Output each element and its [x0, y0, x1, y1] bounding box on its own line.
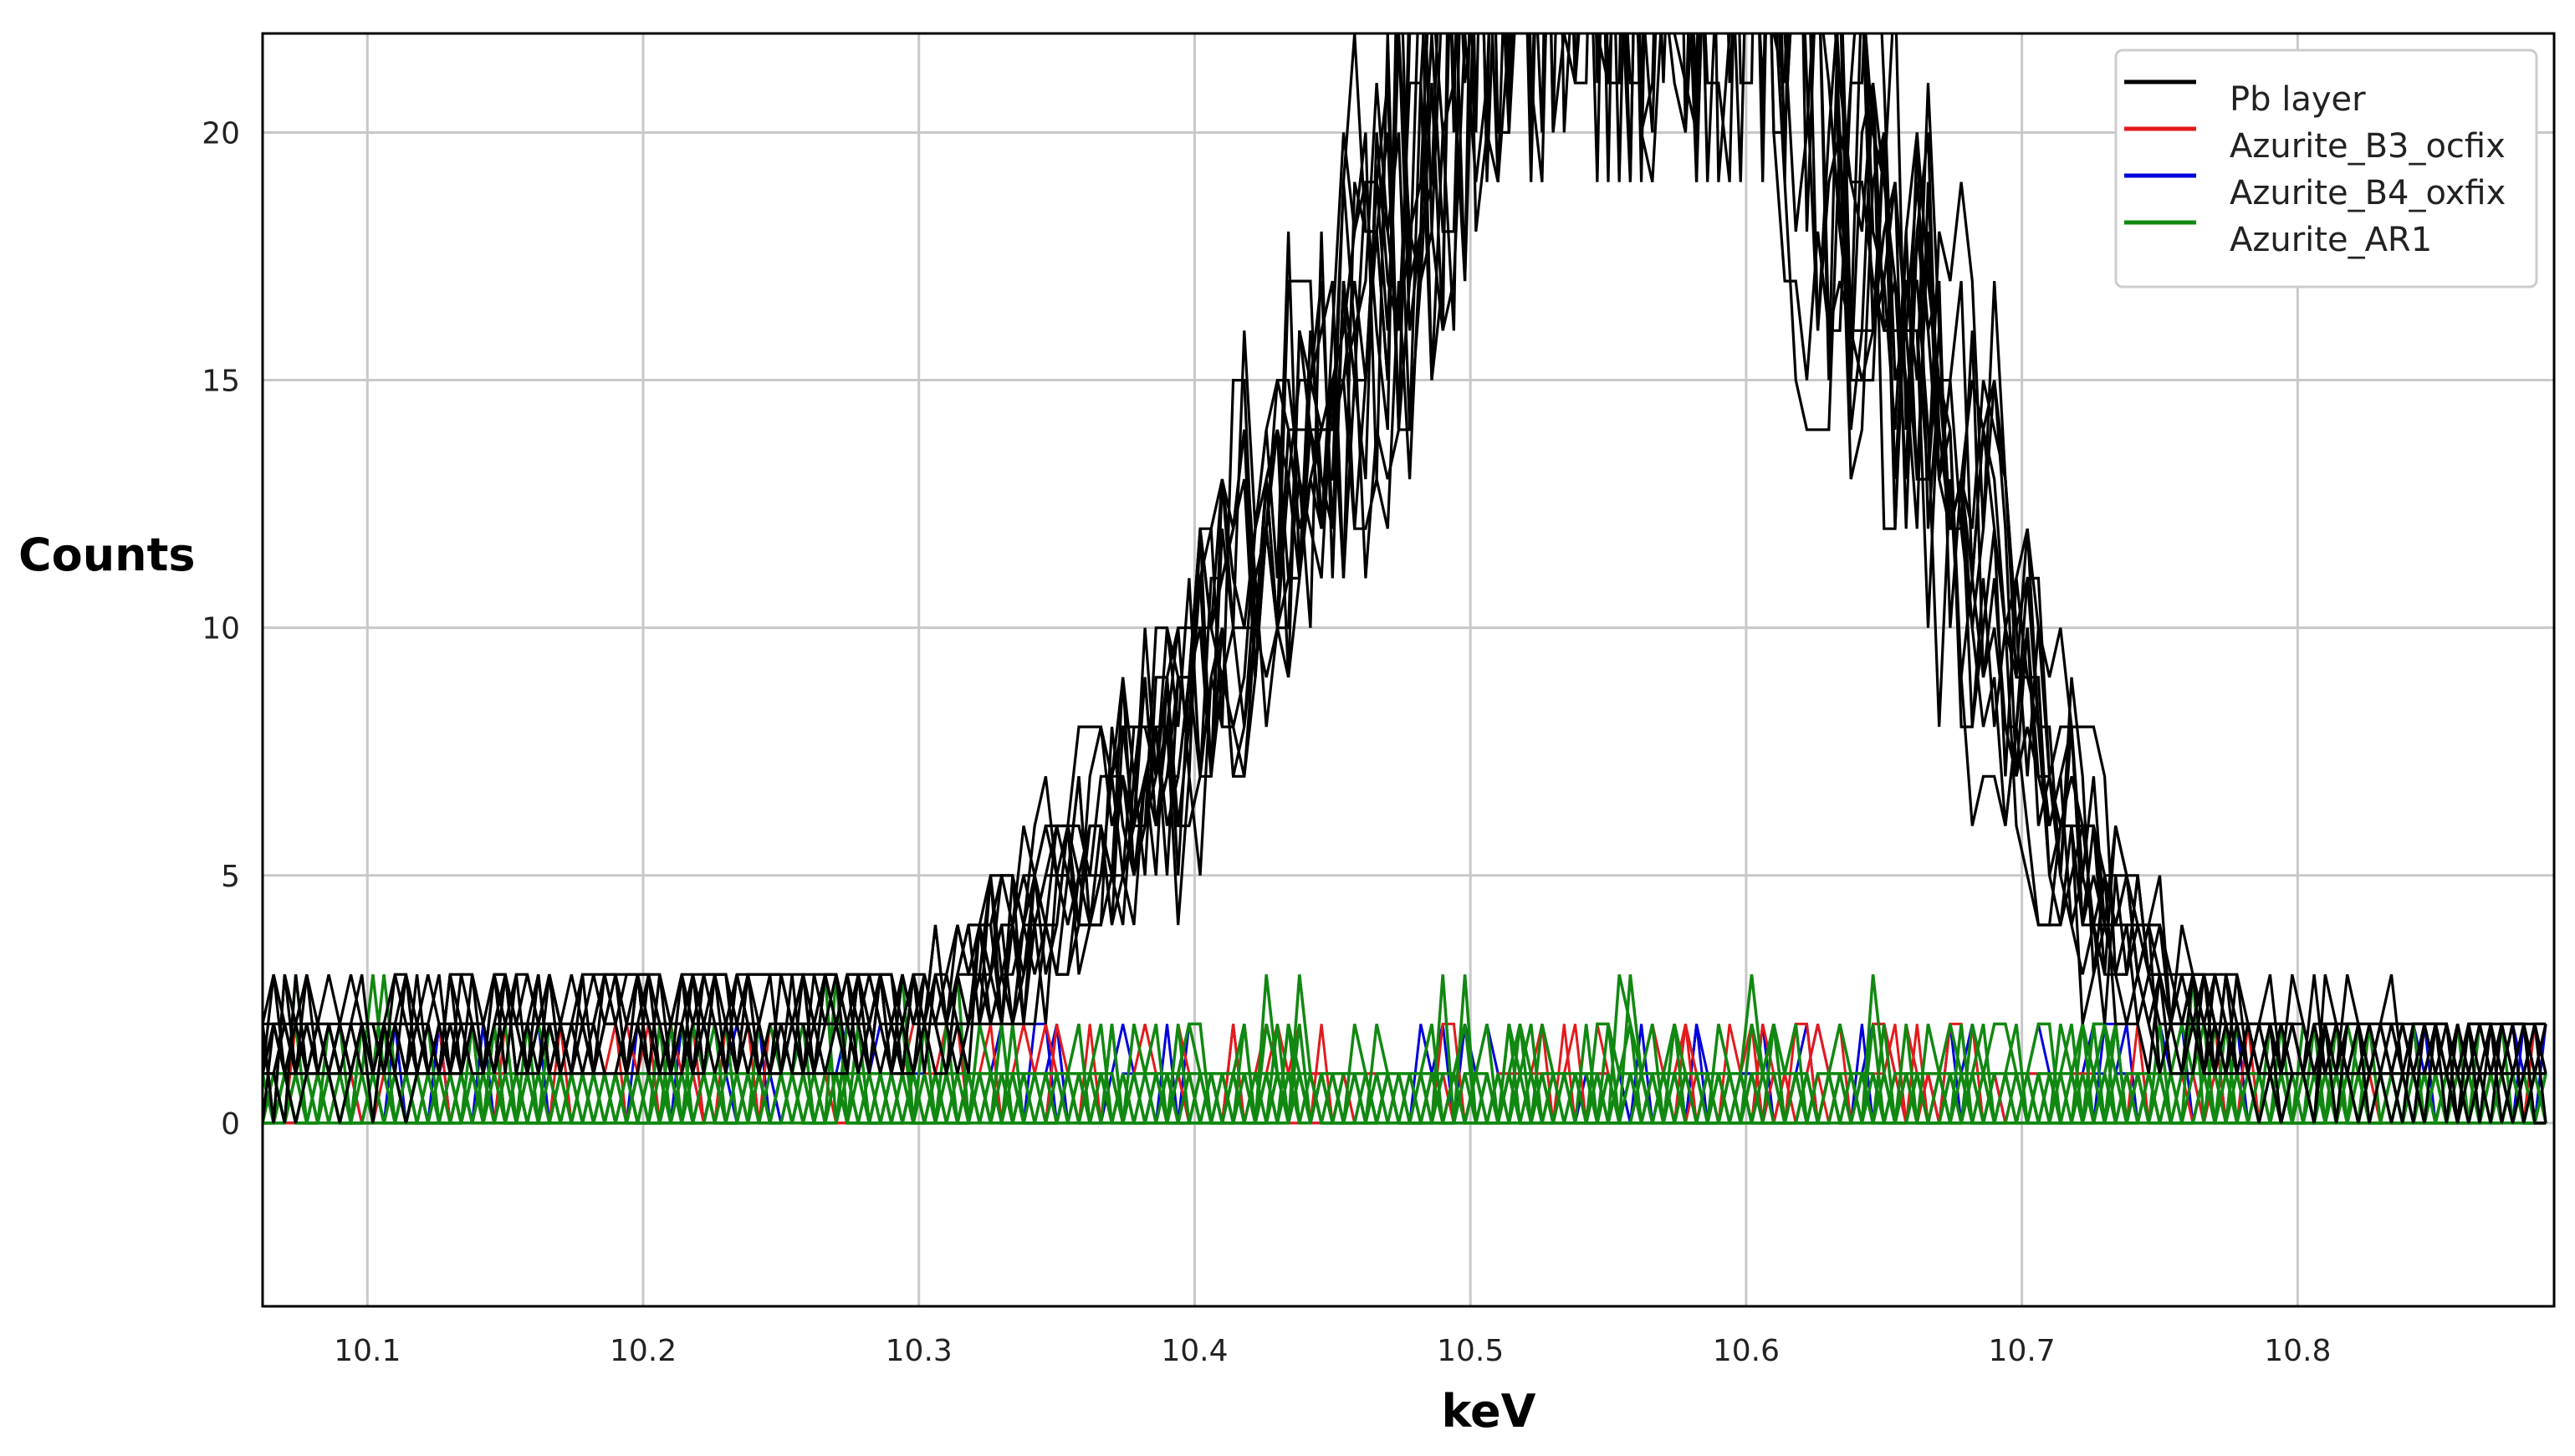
- x-tick-label: 10.2: [610, 1334, 677, 1368]
- series-line-Azurite_AR1: [263, 1024, 2547, 1125]
- legend-label: Azurite_B3_ocfix: [2230, 127, 2506, 166]
- series-lines: [263, 33, 2547, 1125]
- y-tick-label: 10: [202, 612, 240, 646]
- series-line-Pb layer: [263, 33, 2547, 1124]
- y-tick-label: 0: [221, 1107, 240, 1142]
- x-tick-label: 10.3: [886, 1334, 953, 1368]
- series-line-Pb layer: [263, 33, 2547, 1124]
- legend-box: [2114, 49, 2538, 289]
- series-layer: [263, 33, 2547, 1125]
- x-tick-label: 10.8: [2264, 1334, 2331, 1368]
- x-tick-label: 10.5: [1437, 1334, 1504, 1368]
- x-tick-label: 10.4: [1161, 1334, 1228, 1368]
- y-tick-label: 5: [221, 860, 240, 894]
- tick-labels: 10.1 10.2 10.3 10.4 10.5 10.6 10.7 10.8 0 5 10 15 20: [202, 116, 2331, 1368]
- legend-label: Azurite_AR1: [2230, 221, 2432, 259]
- y-tick-label: 15: [202, 365, 240, 399]
- x-axis-title: keV: [1442, 1385, 1536, 1438]
- x-tick-label: 10.6: [1713, 1334, 1780, 1368]
- legend: Pb layer Azurite_B3_ocfix Azurite_B4_oxfix…: [2114, 49, 2538, 289]
- plot-frame: [261, 32, 2556, 1308]
- series-line-Azurite_AR1: [263, 974, 2547, 1125]
- y-tick-label: 20: [202, 116, 240, 151]
- legend-label: Pb layer: [2230, 80, 2366, 119]
- x-tick-label: 10.7: [1989, 1334, 2056, 1368]
- x-tick-label: 10.1: [334, 1334, 401, 1368]
- legend-label: Azurite_B4_oxfix: [2230, 174, 2506, 212]
- y-axis-title: Counts: [18, 529, 196, 581]
